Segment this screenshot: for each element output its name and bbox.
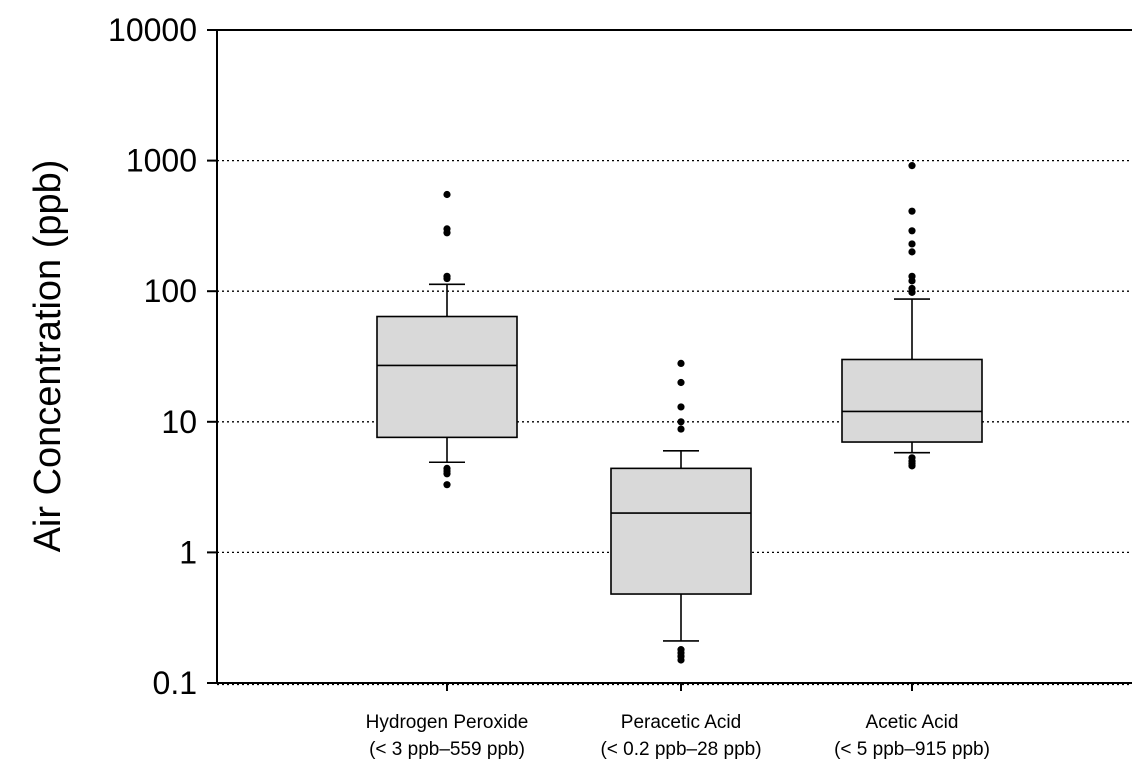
y-ticks: 10000 1000 100 10 1 0.1 (108, 12, 217, 701)
x-category-range-label: (< 5 ppb–915 ppb) (834, 739, 990, 760)
box-group (841, 162, 983, 470)
outlier-point (677, 359, 685, 368)
outlier-point (908, 162, 916, 170)
y-tick-label: 1 (179, 534, 197, 570)
y-tick-label: 1000 (126, 143, 197, 179)
outlier-point (443, 481, 451, 489)
y-tick-label: 10 (161, 404, 197, 440)
outlier-point (677, 403, 685, 411)
outlier-point (677, 418, 685, 426)
gridlines (217, 159, 1132, 686)
outlier-point (908, 227, 916, 235)
outlier-point (443, 190, 451, 199)
iqr-box (376, 315, 518, 439)
x-category-range-label: (< 3 ppb–559 ppb) (369, 739, 525, 760)
outlier-point (908, 240, 916, 248)
outlier-point (677, 656, 685, 664)
axes (216, 29, 1132, 684)
x-categories: Hydrogen Peroxide (< 3 ppb–559 ppb) Perace… (366, 683, 990, 760)
outlier-point (908, 248, 916, 256)
y-tick-label: 10000 (108, 12, 197, 48)
x-category-label: Peracetic Acid (621, 712, 741, 733)
outlier-point (908, 207, 916, 215)
outlier-point (677, 425, 685, 433)
outlier-point (908, 277, 916, 285)
outlier-point (443, 470, 451, 478)
outlier-point (908, 462, 916, 470)
outlier-point (908, 288, 916, 296)
x-category-range-label: (< 0.2 ppb–28 ppb) (600, 739, 761, 760)
x-category-label: Hydrogen Peroxide (366, 712, 529, 733)
y-tick-label: 100 (144, 273, 197, 309)
y-tick-label: 0.1 (153, 665, 197, 701)
outlier-point (443, 229, 451, 237)
box-group (610, 359, 752, 664)
iqr-box (610, 467, 752, 595)
outlier-point (443, 274, 451, 283)
x-category-label: Acetic Acid (866, 712, 959, 733)
boxes (376, 162, 983, 664)
y-axis-label: Air Concentration (ppb) (27, 160, 69, 553)
box-group (376, 190, 518, 489)
iqr-box (841, 358, 983, 443)
outlier-point (677, 378, 685, 387)
